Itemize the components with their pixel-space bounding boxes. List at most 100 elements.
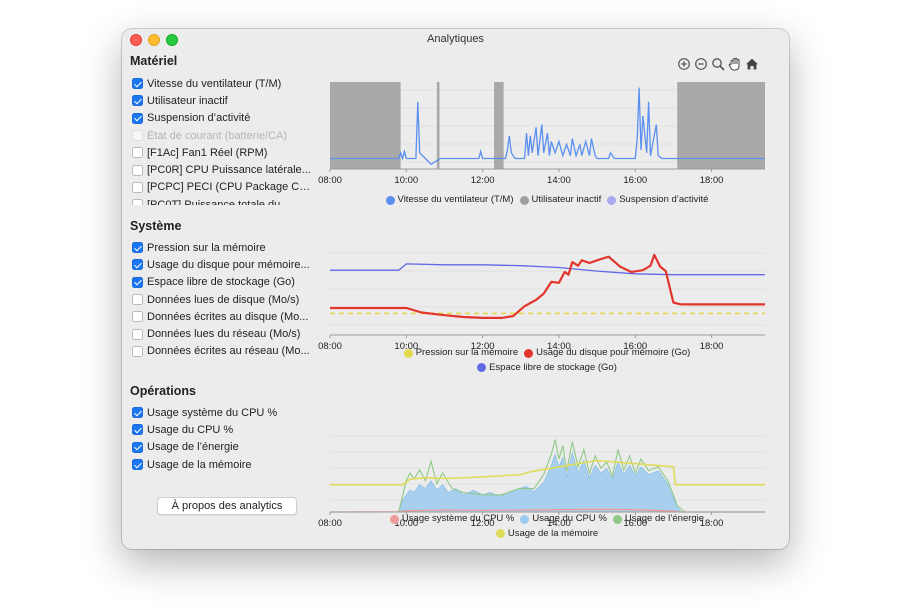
series-line-free-storage <box>330 263 765 276</box>
checkbox-row[interactable]: [PC0T] Puissance totale du... <box>132 196 314 205</box>
x-tick-label: 08:00 <box>318 518 342 529</box>
checkbox-label: [PC0T] Puissance totale du... <box>147 198 290 205</box>
checkbox[interactable] <box>132 78 143 90</box>
checkbox-label: Données écrites au disque (Mo... <box>147 310 309 323</box>
checkbox-label: Utilisateur inactif <box>147 94 228 107</box>
checkbox-row[interactable]: [PC0R] CPU Puissance latérale... <box>132 161 314 178</box>
x-tick-label: 12:00 <box>471 341 495 349</box>
checkbox[interactable] <box>132 441 143 453</box>
checkbox-row[interactable]: [F1Ac] Fan1 Réel (RPM) <box>132 144 314 161</box>
checkbox[interactable] <box>132 181 143 193</box>
zoom-out-icon[interactable] <box>693 56 709 72</box>
x-tick-label: 10:00 <box>394 341 418 349</box>
x-tick-label: 14:00 <box>547 175 571 186</box>
checkbox-row[interactable]: Pression sur la mémoire <box>132 239 314 256</box>
checkbox[interactable] <box>132 147 143 159</box>
checkbox-row[interactable]: Usage système du CPU % <box>132 404 314 421</box>
series-area-cpu <box>330 452 765 513</box>
checkbox-row[interactable]: Données lues de disque (Mo/s) <box>132 291 314 308</box>
checkbox-row[interactable]: Usage de la mémoire <box>132 456 314 473</box>
checkbox-row[interactable]: [PCPC] PECI (CPU Package Co... <box>132 179 314 196</box>
materiel-checkbox-list[interactable]: Vitesse du ventilateur (T/M) Utilisateur … <box>132 75 314 205</box>
operations-checkbox-list[interactable]: Usage système du CPU % Usage du CPU % Usag… <box>132 404 314 476</box>
pan-hand-icon[interactable] <box>727 56 743 72</box>
legend-swatch <box>519 195 529 205</box>
legend-item[interactable]: Pression sur la mémoire <box>403 347 518 359</box>
checkbox[interactable] <box>132 328 143 340</box>
checkbox-label: [PC0R] CPU Puissance latérale... <box>147 164 311 177</box>
legend-item[interactable]: Usage du disque pour mémoire (Go) <box>524 347 690 359</box>
checkbox[interactable] <box>132 459 143 471</box>
checkbox-row[interactable]: Usage du CPU % <box>132 421 314 438</box>
chart-materiel[interactable]: 08:00 10:00 12:00 14:00 16:00 18:00 <box>317 74 767 197</box>
legend-item[interactable]: Usage de la mémoire <box>495 528 598 540</box>
checkbox-row[interactable]: Usage du disque pour mémoire... <box>132 256 314 273</box>
checkbox[interactable] <box>132 311 143 323</box>
legend-swatch <box>477 363 487 372</box>
x-tick-label: 14:00 <box>547 518 571 529</box>
legend-systeme: Pression sur la mémoire Usage du disque p… <box>317 347 777 376</box>
checkbox-label: [F1Ac] Fan1 Réel (RPM) <box>147 146 268 159</box>
legend-swatch <box>607 195 617 205</box>
checkbox[interactable] <box>132 407 143 419</box>
checkbox-row[interactable]: Suspension d’activité <box>132 110 314 127</box>
legend-swatch <box>524 348 534 358</box>
checkbox[interactable] <box>132 276 143 288</box>
legend-item[interactable]: Espace libre de stockage (Go) <box>477 362 617 374</box>
checkbox[interactable] <box>132 112 143 124</box>
checkbox-row[interactable]: État de courant (batterie/CA) <box>132 127 314 144</box>
checkbox[interactable] <box>132 294 143 306</box>
x-tick-label: 18:00 <box>700 341 724 349</box>
checkbox[interactable] <box>132 164 143 176</box>
checkbox-label: Données lues de disque (Mo/s) <box>147 293 300 306</box>
x-tick-label: 18:00 <box>700 518 724 529</box>
series-line-disk-usage <box>330 253 765 319</box>
zoom-button[interactable] <box>166 34 178 46</box>
chart-systeme[interactable]: 08:00 10:00 12:00 14:00 16:00 18:00 <box>317 239 767 349</box>
legend-label: Usage de l’énergie <box>624 513 705 524</box>
zoom-in-icon[interactable] <box>676 56 692 72</box>
checkbox-row[interactable]: Vitesse du ventilateur (T/M) <box>132 75 314 92</box>
checkbox-label: État de courant (batterie/CA) <box>147 129 288 142</box>
checkbox-row[interactable]: Données lues du réseau (Mo/s) <box>132 325 314 342</box>
checkbox-row[interactable]: Usage de l’énergie <box>132 439 314 456</box>
checkbox[interactable] <box>132 424 143 436</box>
home-icon[interactable] <box>744 56 760 72</box>
checkbox[interactable] <box>132 199 143 205</box>
legend-swatch <box>403 348 413 358</box>
checkbox-label: Données lues du réseau (Mo/s) <box>147 328 301 341</box>
legend-swatch <box>385 195 395 205</box>
magnify-icon[interactable] <box>710 56 726 72</box>
checkbox-row[interactable]: Données écrites au réseau (Mo... <box>132 343 314 360</box>
legend-item[interactable]: Usage de l’énergie <box>612 513 705 525</box>
checkbox <box>132 130 143 142</box>
systeme-checkbox-list[interactable]: Pression sur la mémoire Usage du disque p… <box>132 239 314 365</box>
checkbox-row[interactable]: Utilisateur inactif <box>132 92 314 109</box>
checkbox-label: Usage de l’énergie <box>147 441 239 454</box>
checkbox-row[interactable]: Espace libre de stockage (Go) <box>132 274 314 291</box>
legend-item[interactable]: Utilisateur inactif <box>519 194 601 206</box>
x-tick-label: 10:00 <box>394 175 418 186</box>
legend-item[interactable]: Usage du CPU % <box>520 513 607 525</box>
checkbox[interactable] <box>132 242 143 254</box>
minimize-button[interactable] <box>148 34 160 46</box>
legend-item[interactable]: Vitesse du ventilateur (T/M) <box>385 194 514 206</box>
close-button[interactable] <box>130 34 142 46</box>
checkbox-label: [PCPC] PECI (CPU Package Co... <box>147 181 314 194</box>
checkbox-label: Usage du CPU % <box>147 423 234 436</box>
about-analytics-button[interactable]: À propos des analytics <box>157 497 297 515</box>
x-tick-label: 08:00 <box>318 175 342 186</box>
checkbox[interactable] <box>132 95 143 107</box>
checkbox-label: Espace libre de stockage (Go) <box>147 276 295 289</box>
checkbox[interactable] <box>132 345 143 357</box>
checkbox-label: Pression sur la mémoire <box>147 241 266 254</box>
chart-operations[interactable]: 08:00 10:00 12:00 14:00 16:00 18:00 <box>317 404 767 529</box>
x-tick-label: 12:00 <box>471 175 495 186</box>
legend-label: Usage du disque pour mémoire (Go) <box>536 347 691 358</box>
x-tick-label: 12:00 <box>471 518 495 529</box>
checkbox-row[interactable]: Données écrites au disque (Mo... <box>132 308 314 325</box>
section-title-operations: Opérations <box>130 384 196 398</box>
legend-item[interactable]: Suspension d’activité <box>607 194 708 206</box>
checkbox[interactable] <box>132 259 143 271</box>
legend-item[interactable]: Usage système du CPU % <box>389 513 514 525</box>
